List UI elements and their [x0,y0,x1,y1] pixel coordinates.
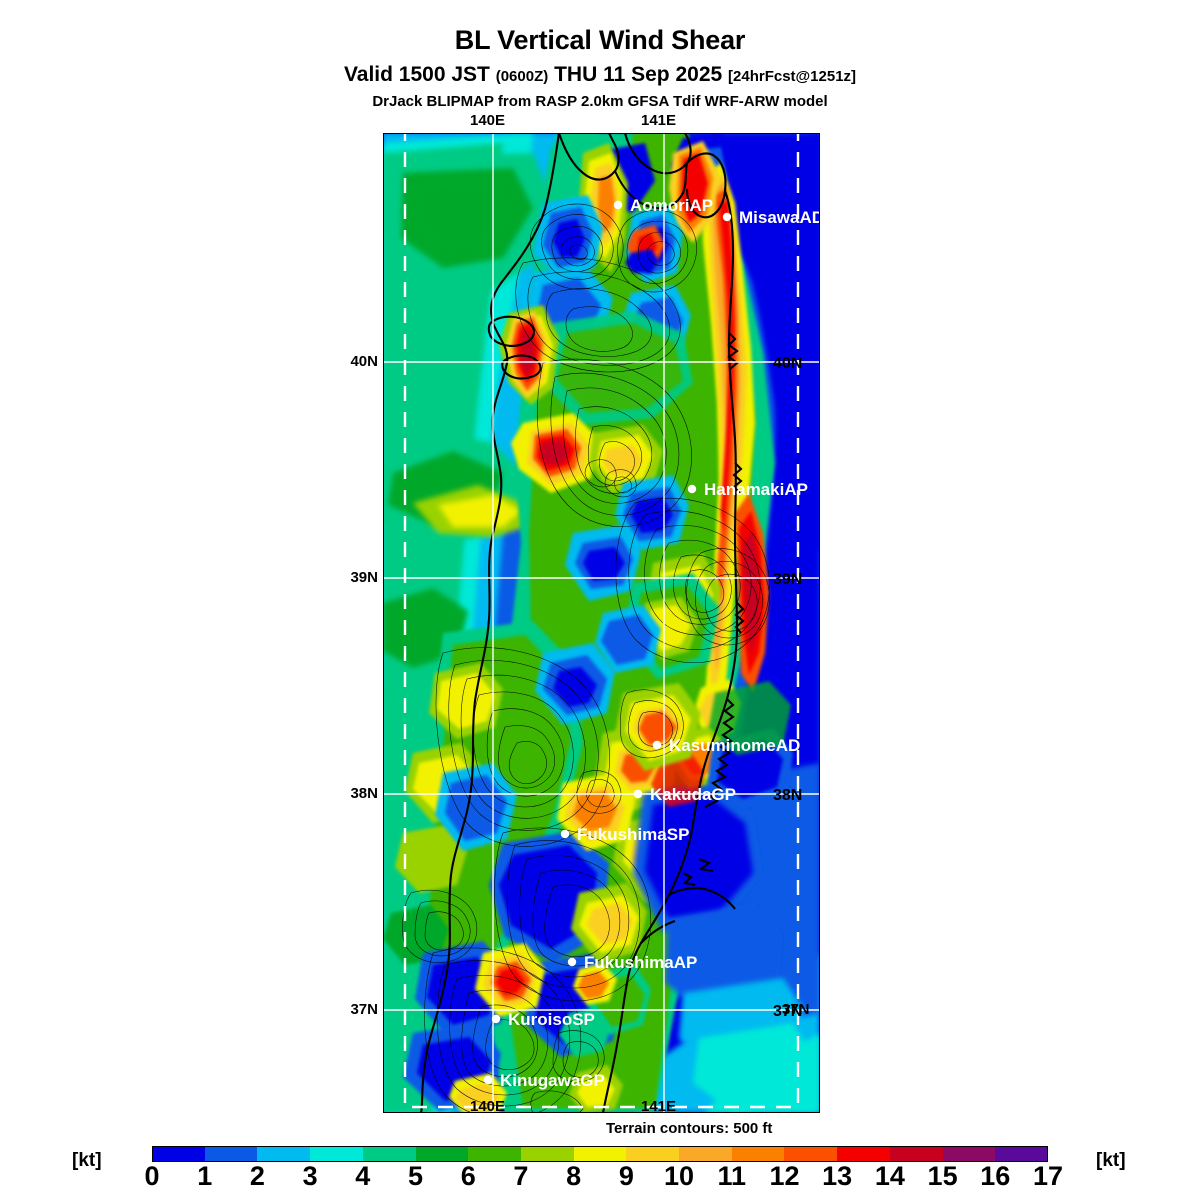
colorbar-tick-label: 2 [249,1161,265,1191]
station-marker: KuroisoSP [491,1010,595,1029]
title-block: BL Vertical Wind Shear Valid 1500 JST (0… [0,0,1200,110]
valid-time-utc: (0600Z) [495,68,549,85]
lat-tick-left-3: 37N [350,1001,378,1018]
colorbar-tick-label: 7 [513,1161,529,1191]
colorbar-band [520,1146,574,1162]
svg-text:FukushimaAP: FukushimaAP [584,953,697,972]
svg-text:37N: 37N [773,1003,802,1020]
station-marker: MisawaAD [722,208,820,227]
lon-tick-bottom-0: 140E [470,1098,506,1115]
colorbar-tick-label: 1 [197,1161,213,1191]
colorbar-unit-right: [kt] [1096,1150,1126,1171]
colorbar-band [362,1146,416,1162]
lon-tick-top-1: 141E [641,112,677,129]
colorbar-tick-label: 6 [460,1161,476,1191]
station-layer[interactable]: AomoriAP MisawaAD HanamakiAP KasuminomeA… [483,196,820,1090]
svg-text:MisawaAD: MisawaAD [739,208,820,227]
map-canvas[interactable]: AomoriAP MisawaAD HanamakiAP KasuminomeA… [383,133,820,1113]
terrain-contour-note: Terrain contours: 500 ft [606,1120,773,1137]
colorbar-band [415,1146,469,1162]
valid-time-prefix: Valid 1500 JST [343,63,490,86]
colorbar-tick-label: 15 [927,1161,958,1191]
station-marker: FukushimaSP [560,825,689,844]
station-marker: KasuminomeAD [652,736,800,755]
svg-text:KuroisoSP: KuroisoSP [508,1010,595,1029]
colorbar-tick-label: 8 [566,1161,582,1191]
model-source-line: DrJack BLIPMAP from RASP 2.0km GFSA Tdif… [372,93,828,110]
colorbar[interactable] [152,1146,1048,1162]
colorbar-band [310,1146,363,1162]
svg-text:FukushimaSP: FukushimaSP [577,825,689,844]
colorbar-band [257,1146,311,1162]
lat-tick-right-3: 37N [782,1001,810,1018]
station-marker: KakudaGP [633,785,736,804]
colorbar-tick-label: 11 [717,1161,747,1191]
colorbar-tick-label: 17 [1032,1161,1064,1191]
colorbar-band [942,1146,996,1162]
svg-text:HanamakiAP: HanamakiAP [704,480,808,499]
valid-date: THU 11 Sep 2025 [554,63,723,86]
colorbar-band [152,1146,205,1162]
weather-map[interactable]: AomoriAP MisawaAD HanamakiAP KasuminomeA… [383,133,820,1113]
colorbar-unit-left: [kt] [72,1150,102,1171]
forecast-tag: [24hrFcst@1251z] [728,68,857,85]
lon-tick-top-0: 140E [470,112,506,129]
coastline [419,133,745,1113]
inmap-axis-labels: 40N 39N 38N 37N [773,355,802,1020]
colorbar-band [468,1146,521,1162]
svg-text:AomoriAP: AomoriAP [630,196,713,215]
station-marker: FukushimaAP [567,953,697,972]
colorbar-band [889,1146,943,1162]
page-title: BL Vertical Wind Shear [454,25,746,55]
colorbar-tick-label: 4 [355,1161,371,1191]
colorbar-band [573,1146,627,1162]
colorbar-band [837,1146,890,1162]
svg-text:KakudaGP: KakudaGP [650,785,736,804]
colorbar-tick-label: 0 [144,1161,160,1191]
svg-text:KasuminomeAD: KasuminomeAD [669,736,800,755]
colorbar-tick-label: 16 [980,1161,1011,1191]
colorbar-tick-label: 12 [769,1161,800,1191]
svg-text:40N: 40N [773,355,802,372]
domain-box [403,133,800,1109]
colorbar-tick-label: 13 [822,1161,853,1191]
svg-text:38N: 38N [773,787,802,804]
valid-time-line: Valid 1500 JST (0600Z) THU 11 Sep 2025 [… [0,64,1200,85]
colorbar-band [784,1146,838,1162]
colorbar-band [995,1146,1048,1162]
lon-tick-bottom-1: 141E [641,1098,677,1115]
colorbar-tick-label: 10 [664,1161,695,1191]
colorbar-band [626,1146,680,1162]
graticule [383,133,820,1113]
colorbar-band [204,1146,258,1162]
colorbar-band [731,1146,785,1162]
colorbar-tick-label: 9 [618,1161,634,1191]
colorbar-tick-label: 5 [408,1161,424,1191]
terrain-contours [402,203,770,1113]
svg-text:KinugawaGP: KinugawaGP [500,1071,605,1090]
colorbar-band [679,1146,732,1162]
colorbar-tick-label: 3 [302,1161,318,1191]
station-marker: AomoriAP [613,196,713,215]
lat-tick-left-0: 40N [350,353,378,370]
lat-tick-left-1: 39N [350,569,378,586]
colorbar-tick-label: 14 [874,1161,905,1191]
svg-text:39N: 39N [773,571,802,588]
station-marker: HanamakiAP [687,480,808,499]
lat-tick-left-2: 38N [350,785,378,802]
station-marker: KinugawaGP [483,1071,605,1090]
